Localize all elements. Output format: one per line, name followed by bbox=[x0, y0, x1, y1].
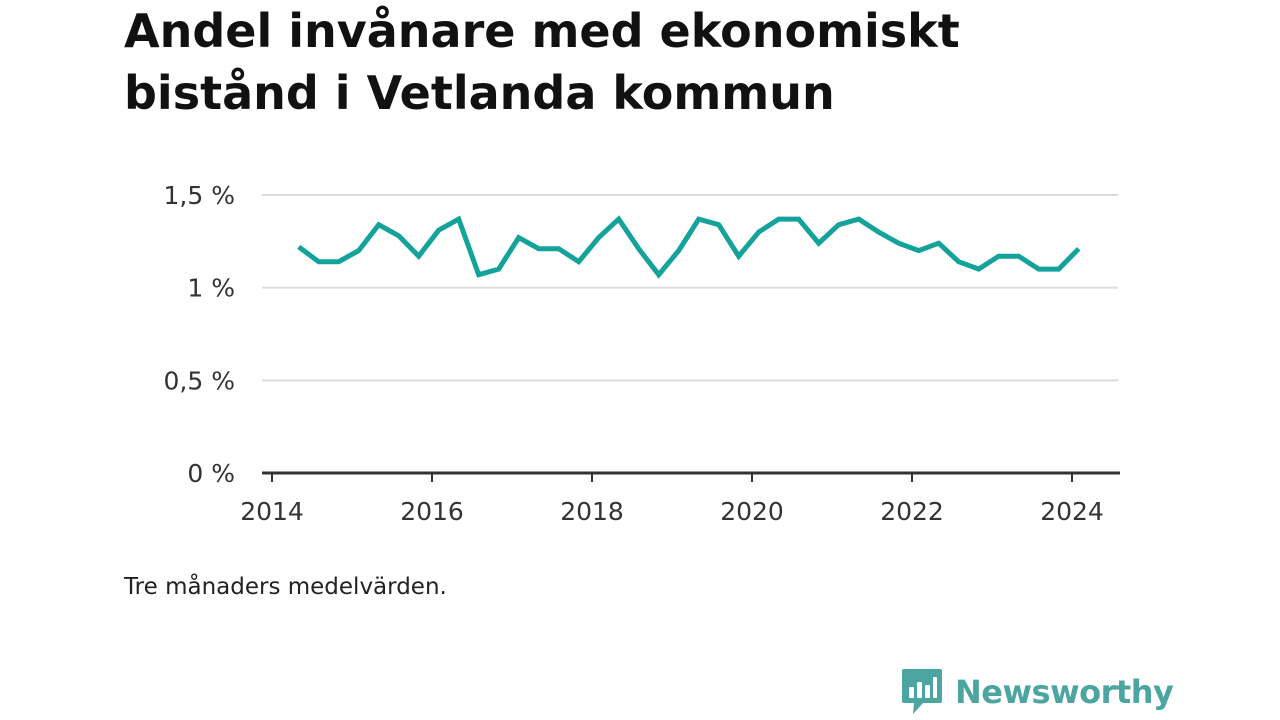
x-tick-label: 2014 bbox=[240, 497, 304, 526]
grid-lines bbox=[262, 194, 1118, 382]
y-tick-label: 1,5 % bbox=[164, 181, 235, 210]
y-tick-label: 0,5 % bbox=[164, 366, 235, 395]
y-tick-label: 0 % bbox=[187, 459, 235, 488]
chart-subtitle: Tre månaders medelvärden. bbox=[124, 574, 447, 600]
series-line bbox=[297, 215, 1081, 279]
y-tick-label: 1 % bbox=[187, 274, 235, 303]
x-tick-label: 2018 bbox=[560, 497, 624, 526]
x-tick-label: 2024 bbox=[1040, 497, 1104, 526]
chart-title: Andel invånare med ekonomiskt bistånd i … bbox=[124, 4, 960, 120]
brand-name: Newsworthy bbox=[955, 673, 1174, 711]
y-axis-ticks: 0 % 0,5 % 1 % 1,5 % bbox=[164, 181, 235, 488]
newsworthy-logo-icon bbox=[902, 669, 942, 714]
x-tick-label: 2020 bbox=[720, 497, 784, 526]
series-layer bbox=[297, 215, 1081, 279]
x-axis-ticks: 2014 2016 2018 2020 2022 2024 bbox=[240, 473, 1104, 526]
line-chart: 0 % 0,5 % 1 % 1,5 % 2014 2016 2018 2020 2022 202… bbox=[164, 181, 1120, 526]
brand-logo: Newsworthy bbox=[901, 668, 1174, 716]
x-tick-label: 2022 bbox=[880, 497, 944, 526]
x-tick-label: 2016 bbox=[400, 497, 464, 526]
